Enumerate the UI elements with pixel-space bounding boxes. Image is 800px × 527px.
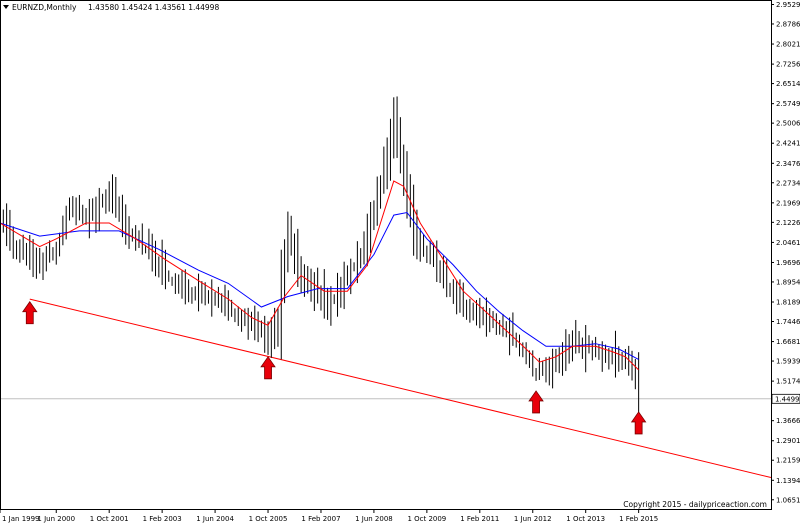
y-tick-label: 2.95290 — [776, 1, 800, 9]
y-tick-label: 1.74465 — [776, 318, 800, 326]
y-tick-label: 1.36665 — [776, 417, 800, 425]
y-tick-label: 1.96965 — [776, 259, 800, 267]
y-tick-label: 2.19690 — [776, 199, 800, 207]
support-arrows-layer — [22, 301, 647, 435]
support-trendline — [29, 298, 772, 479]
symbol-label: EURNZD,Monthly — [12, 3, 77, 12]
copyright-text: Copyright 2015 - dailypriceaction.com — [623, 500, 767, 509]
y-tick-label: 1.29015 — [776, 437, 800, 445]
support-arrow-icon — [22, 301, 38, 325]
chart-header: EURNZD,Monthly 1.43580 1.45424 1.43561 1… — [3, 3, 219, 12]
y-tick-label: 2.57490 — [776, 100, 800, 108]
x-tick-label: 1 Feb 2011 — [460, 515, 499, 523]
moving-averages-layer — [0, 180, 639, 371]
candles-layer — [0, 96, 640, 428]
y-tick-label: 1.06515 — [776, 496, 800, 504]
x-tick-label: 1 Jan 1999 — [2, 515, 40, 523]
current-price-label: 1.44998 — [775, 395, 800, 403]
y-tick-label: 2.72565 — [776, 61, 800, 69]
ohlc-readout: 1.43580 1.45424 1.43561 1.44998 — [88, 3, 219, 12]
x-tick-label: 1 Oct 2001 — [90, 515, 129, 523]
y-tick-label: 2.80215 — [776, 41, 800, 49]
x-tick-label: 1 Jun 2008 — [355, 515, 393, 523]
support-arrow-icon — [260, 356, 276, 380]
y-tick-label: 2.27340 — [776, 179, 800, 187]
y-tick-label: 1.59390 — [776, 358, 800, 366]
x-tick-label: 1 Feb 2007 — [301, 515, 340, 523]
support-arrow-icon — [528, 390, 544, 414]
support-arrow-icon — [630, 411, 647, 435]
y-tick-label: 1.66815 — [776, 338, 800, 346]
axes-layer — [0, 0, 772, 510]
trendline-layer — [29, 298, 772, 479]
y-tick-label: 2.34765 — [776, 160, 800, 168]
x-tick-label: 1 Oct 2005 — [249, 515, 288, 523]
y-tick-label: 2.50065 — [776, 120, 800, 128]
y-tick-label: 2.65140 — [776, 80, 800, 88]
x-tick-label: 1 Jun 2012 — [514, 515, 552, 523]
y-tick-label: 1.21590 — [776, 457, 800, 465]
x-tick-label: 1 Feb 2015 — [619, 515, 658, 523]
y-tick-label: 2.87865 — [776, 20, 800, 28]
ma-fast-line — [0, 180, 639, 371]
current-price-badge — [771, 393, 800, 404]
x-tick-label: 1 Oct 2013 — [566, 515, 605, 523]
x-tick-label: 1 Jun 2004 — [196, 515, 234, 523]
y-tick-label: 1.51740 — [776, 378, 800, 386]
ma-slow-line — [0, 211, 639, 360]
triangle-down-icon[interactable] — [3, 5, 9, 9]
x-tick-label: 1 Jun 2000 — [37, 515, 75, 523]
plot-frame — [0, 0, 772, 510]
y-tick-label: 1.13940 — [776, 477, 800, 485]
x-tick-label: 1 Feb 2003 — [143, 515, 182, 523]
y-tick-label: 2.42415 — [776, 140, 800, 148]
x-tick-label: 1 Oct 2009 — [407, 515, 446, 523]
y-tick-label: 2.12265 — [776, 219, 800, 227]
y-tick-label: 1.81890 — [776, 299, 800, 307]
y-tick-label: 2.04615 — [776, 239, 800, 247]
y-axis: 2.95290 2.87865 2.80215 2.72565 2.65140 2.574… — [771, 1, 800, 504]
y-tick-label: 1.89540 — [776, 278, 800, 286]
